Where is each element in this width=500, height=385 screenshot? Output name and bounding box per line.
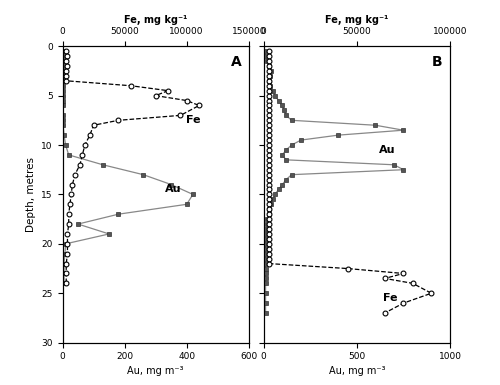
Text: Au: Au bbox=[165, 184, 182, 194]
Text: Fe: Fe bbox=[186, 116, 200, 125]
Text: A: A bbox=[230, 55, 241, 69]
Text: Fe: Fe bbox=[383, 293, 398, 303]
Text: Au: Au bbox=[379, 145, 396, 155]
Y-axis label: Depth, metres: Depth, metres bbox=[26, 157, 36, 232]
X-axis label: Au, mg m⁻³: Au, mg m⁻³ bbox=[128, 365, 184, 375]
Text: B: B bbox=[432, 55, 442, 69]
X-axis label: Au, mg m⁻³: Au, mg m⁻³ bbox=[328, 365, 385, 375]
X-axis label: Fe, mg kg⁻¹: Fe, mg kg⁻¹ bbox=[124, 15, 188, 25]
X-axis label: Fe, mg kg⁻¹: Fe, mg kg⁻¹ bbox=[325, 15, 388, 25]
